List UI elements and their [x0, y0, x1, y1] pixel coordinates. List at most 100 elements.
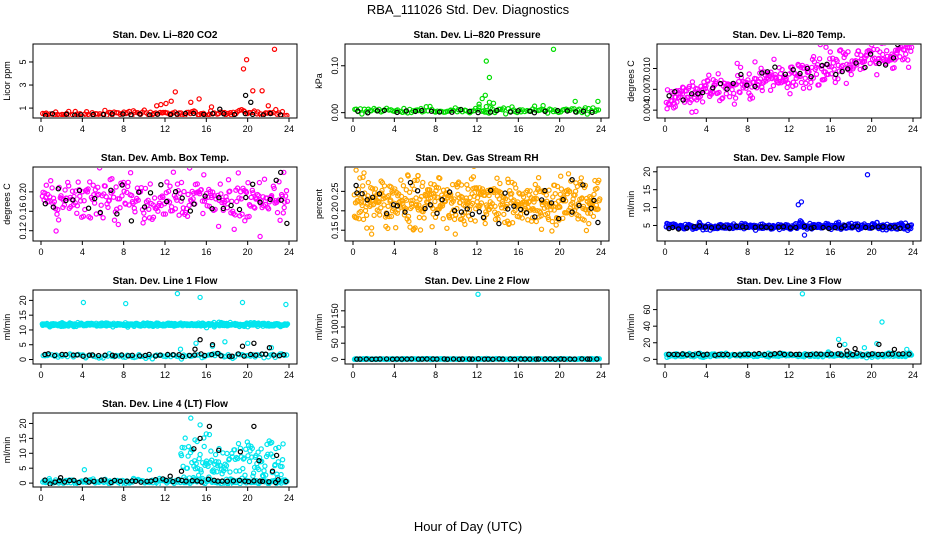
data-point-burst [250, 473, 256, 479]
x-tick-label: 0 [350, 124, 355, 134]
data-point-high-rate [249, 187, 255, 193]
data-point-high-rate [372, 186, 379, 192]
data-point-high-rate [96, 168, 103, 171]
data-point-high-rate [808, 79, 814, 86]
y-axis-label: kPa [314, 73, 324, 89]
panel-9: Stan. Dev. Line 3 Flow 0 4 8 12 16 20 24 0 20 40 60… [626, 276, 922, 380]
data-point-high-rate [806, 85, 813, 91]
data-point-high-rate [731, 101, 738, 107]
data-point-low-rate [80, 353, 86, 359]
data-point-band [174, 291, 181, 297]
data-point-high-rate [450, 198, 456, 204]
data-point-low-rate [239, 343, 246, 349]
data-point-low-rate [548, 200, 555, 206]
data-point-high-rate [674, 99, 680, 105]
data-point-low-rate [252, 352, 259, 358]
data-point-low-rate [42, 112, 49, 117]
panel-title: Stan. Dev. Li–820 CO2 [113, 30, 218, 41]
data-point-high-rate [49, 185, 55, 191]
y-axis-label: ml/min [626, 314, 636, 341]
data-point-high-rate [816, 82, 822, 88]
data-point-low-rate [394, 109, 400, 116]
y-tick-label: 100 [330, 319, 340, 334]
data-point-high-rate [109, 175, 115, 182]
data-point-low-rate [490, 356, 496, 362]
data-point-low-rate [844, 348, 850, 354]
data-point-high-rate [91, 200, 98, 206]
data-point-high-rate [69, 188, 76, 194]
data-point-band [122, 300, 129, 307]
data-point-low-rate [72, 112, 78, 117]
data-point-low-rate [589, 109, 595, 116]
data-point-low-rate [890, 55, 897, 61]
data-point-high-rate [155, 208, 161, 214]
data-point-low-rate [424, 356, 430, 362]
data-point-low-rate [699, 89, 706, 96]
data-point-low-rate [353, 182, 359, 189]
y-axis-label: ml/min [314, 314, 324, 341]
data-point-high-rate [749, 95, 756, 101]
data-point-high-rate [904, 346, 910, 353]
data-point-burst [273, 445, 279, 452]
data-point-low-rate [808, 225, 814, 231]
data-point-low-rate [108, 187, 114, 193]
data-point-high-rate [767, 87, 774, 94]
data-point-high-rate [582, 182, 589, 189]
data-point-low-rate [721, 224, 727, 230]
data-point-low-rate [136, 189, 142, 195]
data-point-high-rate [497, 180, 503, 187]
data-point-high-rate [141, 210, 147, 216]
data-point-high-rate [256, 179, 263, 186]
data-point-low-rate [818, 351, 824, 357]
data-point-high-rate [103, 193, 109, 200]
data-point-low-rate [407, 179, 414, 186]
data-point-burst [241, 455, 247, 461]
y-tick-label: 0.15 [330, 221, 340, 239]
data-point-low-rate [772, 351, 778, 357]
data-point-high-rate [550, 194, 556, 200]
data-point-high-rate [593, 107, 600, 113]
data-point-high-rate [265, 103, 271, 109]
data-point-high-rate [595, 98, 601, 105]
data-point-high-rate [110, 194, 117, 200]
data-point-high-rate [87, 215, 94, 221]
data-point-low-rate [684, 225, 690, 231]
data-point-low-rate [157, 352, 163, 358]
data-point-low-rate [763, 224, 769, 230]
data-point-high-rate [509, 219, 516, 226]
data-point-high-rate [374, 191, 380, 198]
data-point-high-rate [737, 64, 744, 71]
y-axis-label: ml/min [2, 437, 12, 464]
data-point-low-rate [801, 223, 808, 230]
data-point-burst [190, 474, 197, 481]
data-point-burst [269, 439, 275, 446]
data-point-high-rate [897, 54, 903, 60]
data-point-low-rate [218, 353, 224, 359]
data-point-high-rate [368, 231, 375, 237]
data-point-high-rate [393, 224, 399, 231]
data-point-low-rate [109, 111, 115, 117]
data-point-high-rate [576, 106, 582, 112]
data-point-low-rate [249, 181, 256, 187]
data-point-high-rate [523, 199, 530, 205]
data-point-high-rate [519, 215, 525, 221]
x-tick-label: 12 [784, 247, 794, 257]
data-point-high-rate [62, 187, 68, 193]
data-point-burst [259, 458, 265, 465]
data-point-burst [222, 466, 229, 472]
data-point-high-rate [184, 213, 191, 219]
data-point-high-rate [587, 210, 594, 216]
data-point-high-rate [151, 195, 158, 201]
data-point-low-rate [854, 223, 861, 229]
data-point-high-rate [106, 197, 113, 203]
x-tick-label: 4 [392, 370, 397, 380]
data-point-low-rate [70, 197, 76, 203]
data-point-low-rate [527, 356, 533, 362]
data-point-low-rate [85, 205, 92, 211]
y-tick-label: 0 [330, 357, 340, 362]
data-point-low-rate [441, 356, 447, 362]
data-point-high-rate [549, 228, 555, 234]
x-tick-label: 16 [201, 124, 211, 134]
data-point-high-rate [190, 196, 196, 202]
data-point-high-rate [517, 191, 523, 197]
